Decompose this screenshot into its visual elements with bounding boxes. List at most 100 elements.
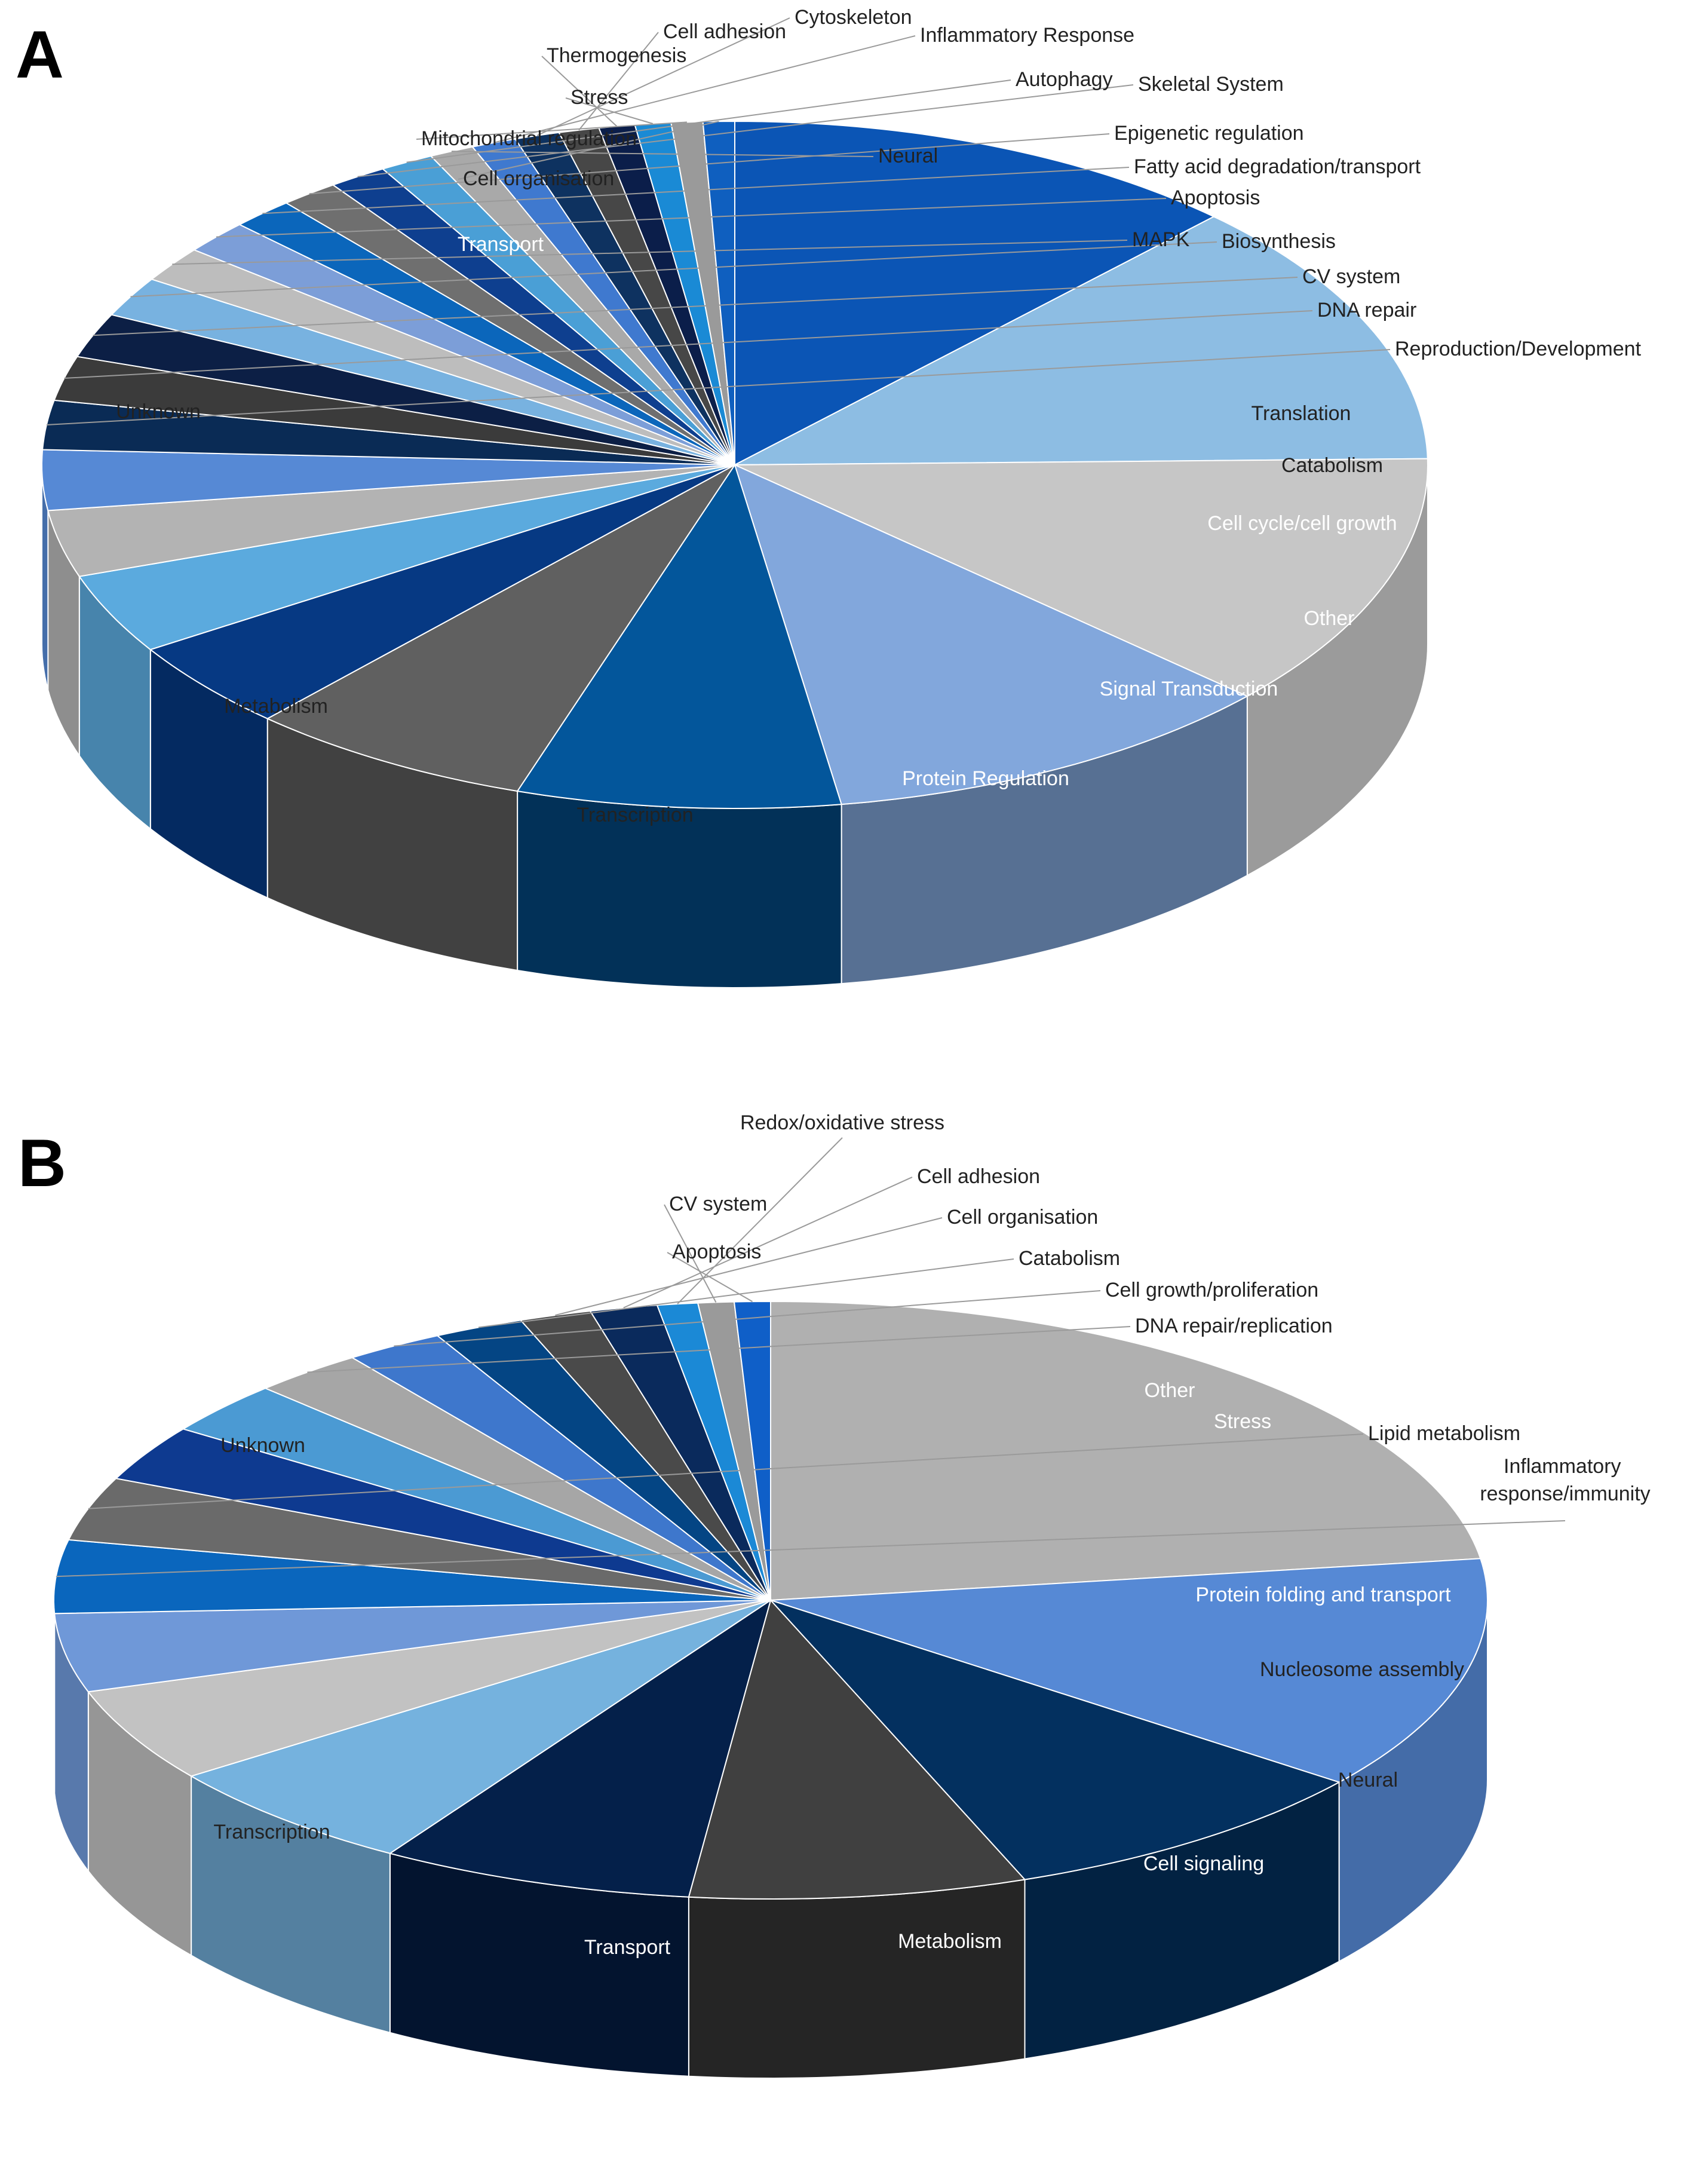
leader-cell-adhesion: [623, 1177, 913, 1309]
label-cv-system: CV system: [669, 1193, 767, 1215]
pie-chart-a: Transport Unknown Metabolism Transcription P…: [41, 6, 1642, 989]
label-apoptosis: Apoptosis: [1171, 186, 1260, 209]
pie-side-walls: [41, 464, 1428, 989]
label-stress: Stress: [570, 86, 628, 109]
slice-cell-signaling: [388, 1598, 772, 1898]
label-cytoskeleton: Cytoskeleton: [795, 6, 912, 29]
label-inflammatory-response: Inflammatory Response: [920, 24, 1134, 47]
leader-biosynthesis: [130, 241, 1217, 298]
slice-cell-cycle-cell-growth: [78, 464, 735, 651]
label-autophagy: Autophagy: [1016, 68, 1113, 91]
leader-inflammatory-response: [493, 35, 916, 143]
slice-neural: [189, 1600, 771, 1854]
leader-dna-repair-replication: [307, 1326, 1131, 1373]
slice-transcription: [770, 1558, 1489, 1783]
label-catabolism: Catabolism: [1019, 1247, 1120, 1270]
label-other: Other: [1144, 1379, 1195, 1402]
label-catabolism: Catabolism: [1281, 454, 1383, 477]
slice-other: [182, 1387, 771, 1601]
slice-translation: [41, 449, 735, 511]
label-metabolism: Metabolism: [224, 695, 328, 718]
slice-signal-transduction: [266, 464, 735, 792]
label-cell-organisation: Cell organisation: [947, 1206, 1098, 1229]
label-neural: Neural: [1338, 1769, 1398, 1791]
label-fatty-acid-degradation-transport: Fatty acid degradation/transport: [1134, 155, 1421, 178]
side-metabolism: [688, 1879, 1026, 2079]
pie-labels: Transport Unknown Metabolism Transcription P…: [116, 6, 1641, 826]
label-reproduction-development: Reproduction/Development: [1395, 338, 1642, 360]
pie-slices: [53, 1300, 1489, 1900]
slice-transcription: [734, 464, 1249, 805]
leader-cell-organisation: [555, 1217, 943, 1316]
label-epigenetic-regulation: Epigenetic regulation: [1114, 122, 1304, 145]
label-unknown: Unknown: [220, 1434, 305, 1457]
slice-catabolism: [47, 464, 735, 577]
label-protein-regulation: Protein Regulation: [902, 767, 1069, 790]
leader-neural: [451, 151, 874, 157]
panel-label-b: B: [18, 1126, 66, 1200]
label-metabolism: Metabolism: [898, 1930, 1002, 1953]
slice-unknown: [734, 216, 1428, 465]
label-transcription: Transcription: [213, 1821, 330, 1843]
label-other: Other: [1303, 607, 1354, 630]
label-cell-cycle-cell-growth: Cell cycle/cell growth: [1207, 512, 1397, 535]
label-translation: Translation: [1252, 402, 1351, 425]
leader-cell-growth-proliferation: [394, 1290, 1101, 1347]
label-cv-system: CV system: [1302, 265, 1400, 288]
label-mitochondrial-regulation: Mitochondrial regulation: [421, 127, 637, 150]
pie-side-walls: [53, 1600, 1488, 2079]
label-lipid-metabolism: Lipid metabolism: [1368, 1422, 1520, 1445]
leader-catabolism: [478, 1258, 1014, 1328]
label-neural: Neural: [878, 145, 938, 167]
label-skeletal-system: Skeletal System: [1138, 73, 1284, 96]
label-stress: Stress: [1214, 1410, 1271, 1433]
pie-labels: Unknown Transcription Transport Metabolism C…: [213, 1111, 1650, 1959]
pie-leader-lines: [56, 1137, 1566, 1577]
label-protein-folding-and-transport: Protein folding and transport: [1195, 1583, 1451, 1606]
leader-autophagy: [406, 79, 1011, 163]
slice-protein-folding-and-transport: [54, 1600, 771, 1693]
label-transport: Transport: [458, 233, 544, 256]
leader-dna-repair: [64, 310, 1313, 379]
leader-epigenetic-regulation: [309, 133, 1110, 195]
leader-stress: [565, 97, 654, 124]
leader-inflammatory-response-immunity: [56, 1520, 1566, 1577]
label-redox-oxidative-stress: Redox/oxidative stress: [740, 1111, 944, 1134]
leader-cell-organisation: [458, 121, 719, 180]
slice-nucleosome-assembly: [87, 1600, 771, 1777]
label-cell-adhesion: Cell adhesion: [917, 1165, 1040, 1188]
label-cell-signaling: Cell signaling: [1143, 1852, 1264, 1875]
slice-protein-regulation: [516, 463, 842, 810]
leader-cv-system: [664, 1204, 717, 1303]
label-nucleosome-assembly: Nucleosome assembly: [1260, 1658, 1464, 1681]
slice-cv-system: [76, 314, 735, 465]
panel-label-a: A: [16, 17, 64, 92]
leader-apoptosis: [667, 1252, 753, 1303]
slice-metabolism: [688, 1598, 1026, 1900]
leader-skeletal-system: [357, 84, 1134, 177]
pie-chart-b: Unknown Transcription Transport Metabolism C…: [53, 1111, 1651, 2079]
label-apoptosis: Apoptosis: [672, 1240, 761, 1263]
leader-redox-oxidative-stress: [677, 1137, 843, 1304]
leader-cell-adhesion: [578, 32, 659, 131]
leader-apoptosis: [216, 198, 1167, 238]
leader-fatty-acid-degradation-transport: [262, 167, 1130, 215]
slice-stress: [115, 1428, 771, 1601]
slice-unknown: [770, 1300, 1482, 1601]
pie-leader-lines: [46, 17, 1391, 425]
label-biosynthesis: Biosynthesis: [1222, 230, 1336, 253]
label-cell-growth-proliferation: Cell growth/proliferation: [1105, 1279, 1318, 1301]
label-dna-repair: DNA repair: [1317, 299, 1416, 321]
leader-mitochondrial-regulation: [416, 121, 687, 140]
label-transcription: Transcription: [576, 804, 693, 826]
leader-mapk: [172, 240, 1128, 265]
leader-reproduction-development: [46, 349, 1391, 425]
leader-lipid-metabolism: [88, 1433, 1364, 1509]
slice-transport: [768, 1598, 1341, 1880]
slice-metabolism: [734, 458, 1429, 697]
label-thermogenesis: Thermogenesis: [547, 44, 686, 67]
label-signal-transduction: Signal Transduction: [1100, 678, 1278, 700]
label-cell-organisation: Cell organisation: [463, 167, 614, 190]
label-inflammatory-response-immunity: Inflammatory response/immunity: [1480, 1455, 1650, 1505]
